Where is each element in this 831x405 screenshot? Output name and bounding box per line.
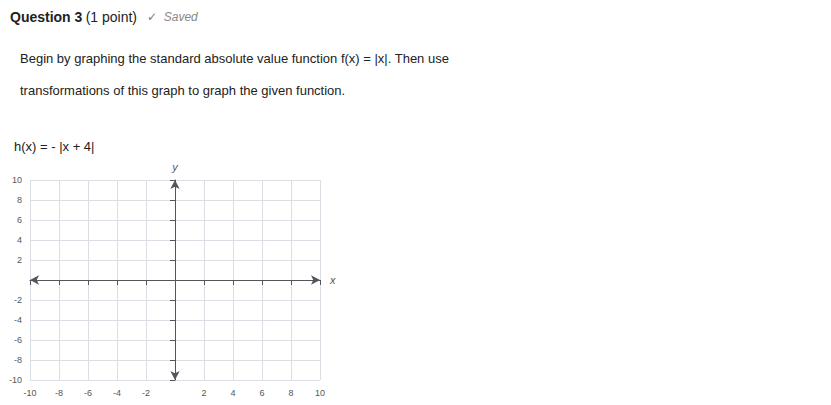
svg-text:-10: -10 xyxy=(9,375,22,385)
svg-text:4: 4 xyxy=(17,235,22,245)
svg-text:-8: -8 xyxy=(55,388,63,398)
svg-text:10: 10 xyxy=(315,388,325,398)
svg-text:-2: -2 xyxy=(142,388,150,398)
svg-text:-4: -4 xyxy=(113,388,121,398)
svg-text:x: x xyxy=(329,274,336,286)
svg-text:-4: -4 xyxy=(14,315,22,325)
svg-text:✓: ✓ xyxy=(147,10,157,24)
svg-text:(1 point): (1 point) xyxy=(86,9,137,25)
svg-text:Saved: Saved xyxy=(164,10,198,24)
svg-text:6: 6 xyxy=(259,388,264,398)
svg-text:Begin by graphing the standard: Begin by graphing the standard absolute … xyxy=(20,51,449,66)
svg-text:6: 6 xyxy=(17,215,22,225)
svg-text:-2: -2 xyxy=(14,295,22,305)
svg-text:10: 10 xyxy=(12,175,22,185)
svg-text:8: 8 xyxy=(288,388,293,398)
svg-text:-10: -10 xyxy=(23,388,36,398)
svg-text:4: 4 xyxy=(230,388,235,398)
svg-text:y: y xyxy=(171,161,179,173)
svg-text:8: 8 xyxy=(17,195,22,205)
svg-text:h(x) = - |x + 4|: h(x) = - |x + 4| xyxy=(14,139,94,154)
svg-text:Question 3: Question 3 xyxy=(10,9,83,25)
svg-text:-6: -6 xyxy=(84,388,92,398)
svg-text:transformations of this graph: transformations of this graph to graph t… xyxy=(20,83,345,98)
svg-text:2: 2 xyxy=(17,255,22,265)
svg-text:-8: -8 xyxy=(14,355,22,365)
svg-text:2: 2 xyxy=(201,388,206,398)
svg-text:-6: -6 xyxy=(14,335,22,345)
